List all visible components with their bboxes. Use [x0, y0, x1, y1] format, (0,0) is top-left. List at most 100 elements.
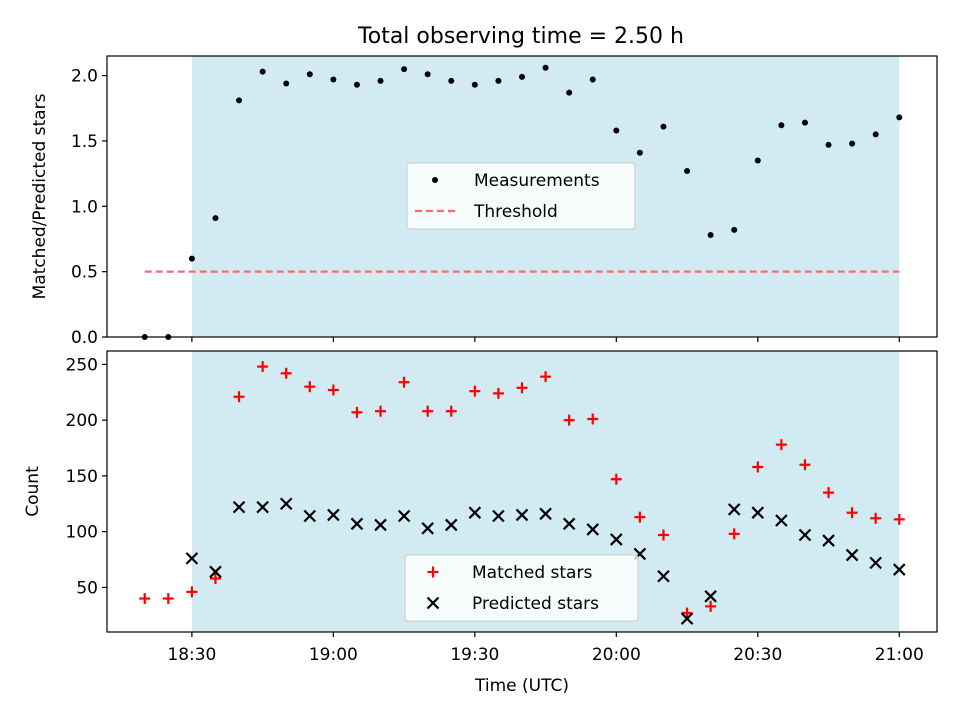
x-tick-label: 21:00 [875, 645, 924, 665]
matched-stars-point [327, 384, 339, 396]
predicted-stars-point-b [845, 548, 859, 562]
matched-stars-point [870, 512, 882, 524]
matched-stars-point [752, 461, 764, 473]
predicted-stars-point [798, 528, 812, 542]
measurement-point [188, 255, 195, 262]
measurement-point [495, 77, 502, 84]
legend: Measurements Threshold [406, 162, 636, 230]
measurement-point [801, 119, 808, 126]
measurement-point [471, 81, 478, 88]
predicted-stars-point [303, 509, 317, 523]
measurement-point [259, 68, 266, 75]
predicted-stars-point [279, 497, 293, 511]
predicted-stars-point-b [892, 563, 906, 576]
predicted-stars-point [562, 517, 576, 531]
predicted-stars-point-b [704, 590, 717, 603]
predicted-stars-point-b [562, 517, 576, 531]
matched-stars-point [186, 586, 198, 598]
legend-label: Matched stars [472, 563, 592, 583]
predicted-stars-point [892, 563, 906, 576]
legend-swatch [432, 177, 438, 183]
predicted-stars-point [751, 506, 765, 519]
matched-stars-point [492, 387, 504, 399]
legend: Matched stars Predicted stars [404, 554, 639, 622]
matched-stars-point [422, 405, 434, 417]
predicted-stars-point [586, 523, 600, 536]
legend-label: Threshold [473, 202, 558, 222]
measurement-point [448, 77, 455, 84]
y-axis-label: Matched/Predicted stars [30, 93, 50, 299]
predicted-stars-point-b [279, 497, 293, 511]
legend-label: Predicted stars [472, 594, 599, 614]
legend-swatch [426, 596, 440, 610]
predicted-stars-point-b [657, 569, 670, 583]
matched-stars-point [610, 473, 622, 485]
legend-swatch [427, 566, 439, 578]
measurement-point [589, 76, 596, 83]
matched-stars-point [375, 405, 387, 417]
measurement-point [353, 81, 360, 88]
measurement-point [236, 97, 243, 104]
predicted-stars-point-b [397, 509, 411, 523]
matched-stars-point [799, 459, 811, 471]
measurement-point [731, 226, 738, 233]
predicted-stars-point-b [869, 556, 882, 570]
predicted-stars-point [327, 508, 340, 522]
predicted-stars-point-b [256, 500, 269, 514]
predicted-stars-point [444, 518, 458, 532]
x-axis-label: Time (UTC) [474, 676, 569, 696]
predicted-stars-point-b [751, 506, 765, 519]
predicted-stars-point-b [444, 518, 458, 532]
axes-frame [106, 55, 938, 338]
measurement-point [707, 232, 714, 239]
matched-stars-point [280, 367, 292, 379]
measurement-point [684, 168, 691, 175]
x-tick-label: 19:30 [450, 645, 499, 665]
matched-stars-point [304, 381, 316, 393]
y-tick-label: 150 [66, 467, 98, 487]
predicted-stars-point [374, 518, 387, 532]
measurement-point [896, 114, 903, 121]
y-tick-label: 200 [66, 411, 98, 431]
x-tick-label: 20:00 [592, 645, 641, 665]
y-tick-label: 100 [66, 523, 98, 543]
matched-stars-point [846, 507, 858, 519]
measurement-point [849, 140, 856, 147]
ratio-panel: 0.0 0.5 1.0 1.5 2.0 Matched/Predicted stars Me… [30, 55, 938, 348]
y-tick-label: 50 [76, 578, 98, 598]
predicted-stars-point-b [515, 508, 529, 522]
legend-box [404, 554, 639, 622]
matched-stars-point [469, 385, 481, 397]
measurement-point [754, 157, 761, 164]
predicted-stars-point [492, 509, 505, 523]
predicted-stars-point-b [303, 509, 317, 523]
matched-stars-point [775, 439, 787, 451]
measurement-point [519, 73, 525, 80]
predicted-stars-point [256, 500, 269, 514]
matched-stars-point [893, 513, 905, 525]
predicted-stars-point-b [350, 517, 364, 531]
series-matched-stars [139, 361, 905, 619]
predicted-stars-point [232, 500, 246, 514]
legend-swatch-b [426, 596, 440, 610]
predicted-stars-point [657, 569, 670, 583]
predicted-stars-point [209, 565, 222, 579]
matched-stars-point [705, 600, 717, 612]
predicted-stars-point-b [727, 503, 741, 516]
axes-frame [106, 350, 938, 633]
matched-stars-point [823, 487, 835, 499]
predicted-stars-point-b [374, 518, 387, 532]
predicted-stars-point-b [492, 509, 505, 523]
matched-stars-point [563, 414, 575, 426]
measurement-point [778, 122, 785, 129]
legend-box [406, 162, 636, 230]
predicted-stars-point [869, 556, 882, 570]
y-tick-label: 0.0 [71, 328, 98, 348]
predicted-stars-point-b [421, 522, 434, 535]
y-tick-label: 0.5 [71, 263, 98, 283]
matched-stars-point [139, 593, 151, 605]
measurement-point [825, 141, 832, 148]
predicted-stars-point-b [798, 528, 812, 542]
y-tick-label: 1.5 [71, 132, 98, 152]
matched-stars-point [257, 361, 269, 373]
